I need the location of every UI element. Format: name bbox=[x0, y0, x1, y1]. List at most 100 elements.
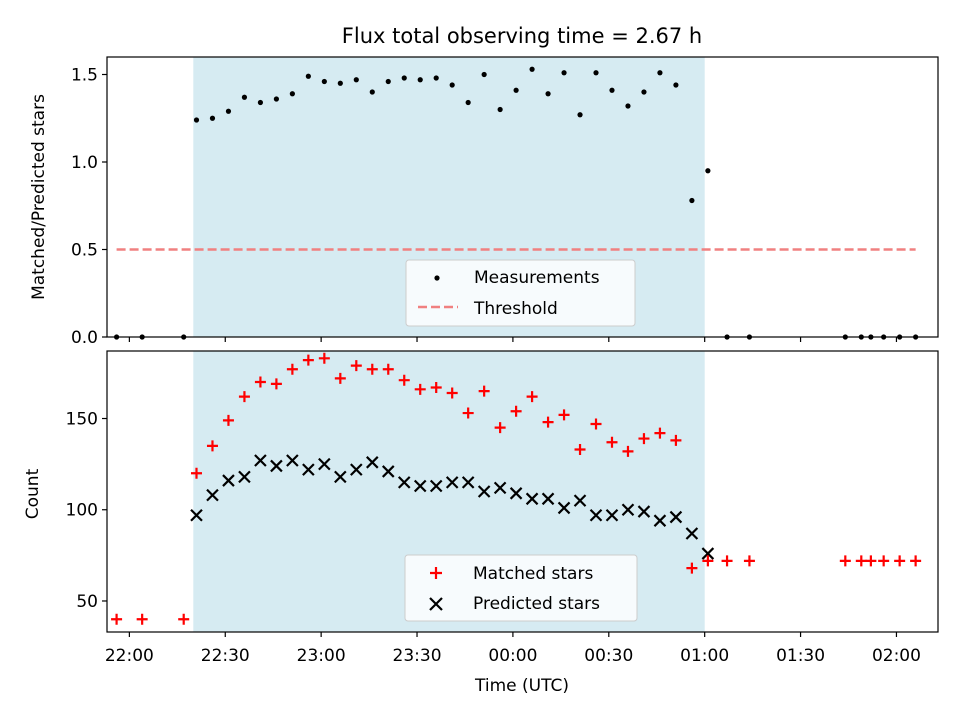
bottom-ticks: 50 100 150 22:00 22:30 23:00 23:30 00:00 00:30 01… bbox=[66, 410, 921, 666]
top-y-tick-label: 1.5 bbox=[71, 66, 98, 86]
measurement-point bbox=[449, 82, 455, 88]
predicted-star-point bbox=[286, 454, 299, 467]
measurement-point bbox=[561, 70, 567, 76]
predicted-star-point bbox=[461, 476, 475, 489]
predicted-star-point bbox=[334, 470, 347, 484]
measurement-point bbox=[193, 117, 200, 123]
matched-star-point bbox=[558, 409, 570, 421]
top-plot-frame bbox=[106, 56, 939, 338]
matched-star-point bbox=[366, 363, 378, 375]
predicted-star-point bbox=[350, 463, 363, 476]
predicted-star-point bbox=[589, 508, 603, 522]
bottom-y-tick-label: 150 bbox=[66, 410, 98, 430]
x-tick-label: 23:00 bbox=[297, 646, 346, 666]
matched-star-point bbox=[190, 467, 202, 479]
matched-star-point bbox=[222, 414, 234, 426]
predicted-star-point bbox=[429, 479, 443, 493]
measurement-point bbox=[657, 70, 663, 76]
measurement-point bbox=[241, 94, 248, 100]
predicted-star-point bbox=[701, 547, 715, 560]
measurement-point bbox=[545, 91, 551, 97]
predicted-star-point bbox=[525, 492, 539, 506]
predicted-star-point bbox=[493, 481, 507, 495]
measurement-point bbox=[513, 87, 519, 93]
x-tick-label: 00:30 bbox=[584, 646, 633, 666]
predicted-star-point bbox=[477, 485, 491, 498]
measurement-point bbox=[401, 75, 407, 81]
predicted-legend-label: Predicted stars bbox=[473, 594, 600, 614]
matched-star-point bbox=[446, 387, 458, 399]
matched-star-point bbox=[654, 427, 666, 439]
measurement-point bbox=[609, 87, 615, 93]
matched-star-point bbox=[382, 363, 394, 375]
x-tick-label: 02:00 bbox=[872, 646, 921, 666]
bottom-y-tick-label: 50 bbox=[76, 592, 98, 612]
matched-star-point bbox=[686, 562, 698, 574]
measurement-point bbox=[273, 96, 279, 102]
matched-star-point bbox=[574, 444, 586, 456]
matched-star-point bbox=[254, 376, 266, 388]
predicted-legend-marker bbox=[429, 597, 443, 611]
top-panel: Measurements Threshold 0.0 0.5 1.0 1.5 Matc… bbox=[29, 56, 939, 348]
predicted-star-point bbox=[685, 527, 699, 540]
bottom-legend-box bbox=[404, 554, 638, 622]
matched-star-point bbox=[670, 434, 682, 446]
matched-star-point bbox=[494, 422, 506, 434]
matched-star-point bbox=[878, 555, 890, 567]
matched-star-point bbox=[839, 555, 851, 567]
measurement-point bbox=[577, 112, 583, 118]
matched-star-point bbox=[350, 360, 362, 372]
predicted-star-point bbox=[669, 510, 683, 524]
top-y-axis-label: Matched/Predicted stars bbox=[29, 94, 49, 300]
measurement-point bbox=[465, 99, 471, 106]
matched-star-point bbox=[542, 416, 554, 428]
predicted-star-point bbox=[557, 501, 571, 515]
matched-star-point bbox=[510, 405, 522, 417]
predicted-star-point bbox=[573, 494, 587, 507]
bottom-panel: Matched stars Predicted stars 50 100 150 22… bbox=[23, 350, 939, 696]
measurement-point bbox=[625, 103, 631, 109]
matched-star-point bbox=[910, 555, 922, 567]
bottom-plot-frame bbox=[106, 350, 939, 633]
predicted-star-point bbox=[381, 465, 395, 478]
matched-star-point bbox=[414, 383, 426, 395]
top-y-tick-label: 0.5 bbox=[71, 241, 98, 261]
measurement-point bbox=[337, 80, 343, 86]
predicted-star-point bbox=[318, 457, 331, 471]
bottom-marks bbox=[111, 352, 922, 625]
measurements-legend-marker bbox=[434, 275, 440, 281]
measurement-point bbox=[673, 82, 679, 88]
measurement-point bbox=[497, 106, 503, 113]
matched-star-point bbox=[622, 445, 634, 457]
measurement-point bbox=[209, 115, 216, 121]
predicted-star-point bbox=[238, 470, 251, 484]
bottom-y-axis-label: Count bbox=[23, 468, 43, 519]
matched-star-point bbox=[111, 613, 123, 625]
measurement-point bbox=[321, 78, 327, 85]
chart-title: Flux total observing time = 2.67 h bbox=[342, 24, 702, 48]
matched-star-point bbox=[721, 555, 733, 567]
matched-star-point bbox=[462, 407, 474, 419]
measurement-point bbox=[689, 197, 695, 204]
matched-star-point bbox=[286, 363, 298, 375]
threshold-legend-label: Threshold bbox=[473, 299, 558, 319]
top-ticks: 0.0 0.5 1.0 1.5 bbox=[71, 66, 898, 348]
measurements-legend-label: Measurements bbox=[474, 268, 600, 288]
predicted-star-point bbox=[397, 476, 411, 489]
x-tick-label: 22:00 bbox=[105, 646, 154, 666]
matched-star-point bbox=[478, 385, 490, 397]
x-tick-label: 22:30 bbox=[201, 646, 250, 666]
predicted-star-point bbox=[653, 514, 667, 527]
measurement-point bbox=[257, 99, 264, 106]
top-legend: Measurements Threshold bbox=[405, 259, 636, 327]
bottom-y-tick-label: 100 bbox=[66, 501, 98, 521]
predicted-star-point bbox=[605, 508, 619, 522]
matched-legend-marker bbox=[430, 567, 442, 579]
predicted-star-point bbox=[254, 454, 267, 467]
measurement-point bbox=[481, 71, 487, 78]
predicted-star-point bbox=[541, 492, 555, 506]
x-axis-label: Time (UTC) bbox=[474, 676, 569, 696]
matched-star-point bbox=[206, 440, 218, 452]
predicted-star-point bbox=[190, 508, 203, 522]
